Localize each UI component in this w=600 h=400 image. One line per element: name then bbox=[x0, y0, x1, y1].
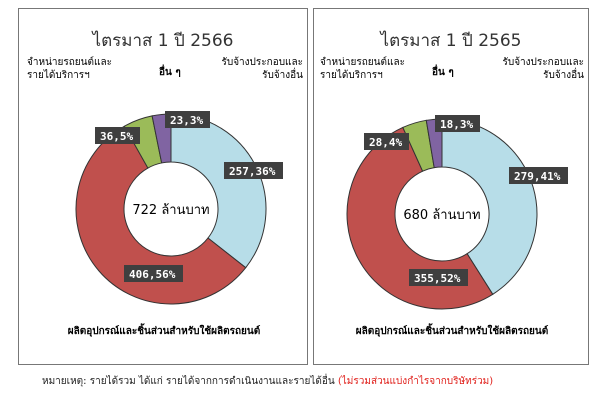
donut-slice bbox=[75, 125, 247, 305]
data-label: 279,41% bbox=[514, 170, 561, 183]
category-label: อื่น ๆ bbox=[159, 64, 181, 78]
data-label-box bbox=[409, 269, 468, 286]
footnote: หมายเหตุ: รายได้รวม ได้แก่ รายได้จากการด… bbox=[42, 374, 493, 389]
category-label: จำหน่ายรถยนต์และรายได้บริการฯ bbox=[27, 56, 112, 81]
category-label: ผลิตอุปกรณ์และชิ้นส่วนสำหรับใช้ผลิตรถยนต… bbox=[356, 323, 548, 337]
chart-title: ไตรมาส 1 ปี 2565 bbox=[380, 31, 522, 51]
data-label-box bbox=[95, 127, 140, 144]
donut-slice bbox=[170, 113, 267, 269]
chart-panel-2565: ไตรมาส 1 ปี 2565 680 ล้านบาท 279,41% 355,5… bbox=[313, 8, 589, 365]
data-label-box bbox=[124, 265, 183, 282]
category-label: ผลิตอุปกรณ์และชิ้นส่วนสำหรับใช้ผลิตรถยนต… bbox=[68, 323, 260, 337]
data-label-box bbox=[509, 167, 568, 184]
center-label: 722 ล้านบาท bbox=[132, 203, 209, 218]
data-label: 36,5% bbox=[100, 130, 133, 143]
data-label: 28,4% bbox=[369, 136, 402, 149]
data-label-box bbox=[224, 162, 283, 179]
footnote-highlight: (ไม่รวมส่วนแบ่งกำไรจากบริษัทร่วม) bbox=[337, 376, 494, 387]
data-label: 18,3% bbox=[440, 118, 473, 131]
chart-title: ไตรมาส 1 ปี 2566 bbox=[92, 31, 234, 51]
donut-slice bbox=[441, 118, 538, 295]
donut-chart: 680 ล้านบาท 279,41% 355,52% 28,4% 18,3% รับจ้… bbox=[320, 56, 584, 337]
category-label: อื่น ๆ bbox=[432, 64, 454, 78]
data-label: 257,36% bbox=[229, 165, 276, 178]
data-label: 23,3% bbox=[170, 114, 203, 127]
data-label: 406,56% bbox=[129, 268, 176, 281]
data-label-box bbox=[364, 133, 409, 150]
data-label-box bbox=[165, 111, 210, 128]
category-label: รับจ้างประกอบและรับจ้างอื่น bbox=[502, 56, 584, 81]
data-label-box bbox=[435, 115, 480, 132]
data-label: 355,52% bbox=[414, 272, 461, 285]
category-label: รับจ้างประกอบและรับจ้างอื่น bbox=[221, 56, 303, 81]
footnote-text: หมายเหตุ: รายได้รวม ได้แก่ รายได้จากการด… bbox=[42, 376, 338, 387]
donut-chart: 722 ล้านบาท 257,36% 406,56% 36,5% 23,3% รับจ้… bbox=[27, 56, 303, 337]
chart-panel-2566: ไตรมาส 1 ปี 2566 722 ล้านบาท 257,36% 406,5… bbox=[18, 8, 308, 365]
category-label: จำหน่ายรถยนต์และรายได้บริการฯ bbox=[320, 56, 405, 81]
center-label: 680 ล้านบาท bbox=[403, 208, 480, 223]
